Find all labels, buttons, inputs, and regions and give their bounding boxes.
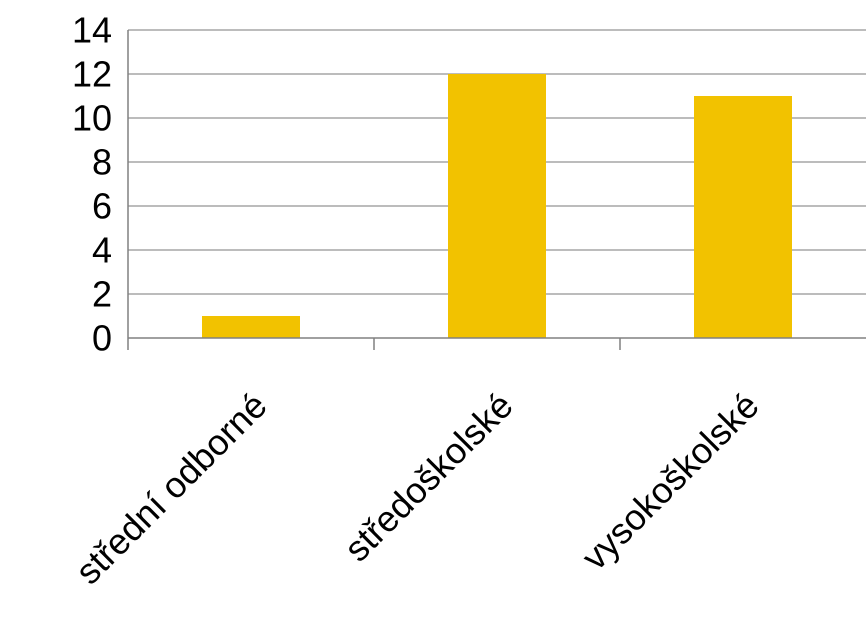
- x-tick-label: střední odborné: [67, 385, 274, 592]
- axes: [127, 30, 866, 350]
- bar: [694, 96, 792, 338]
- y-tick-label: 0: [92, 318, 112, 359]
- y-tick-label: 6: [92, 186, 112, 227]
- y-tick-label: 2: [92, 274, 112, 315]
- y-tick-label: 8: [92, 142, 112, 183]
- x-tick-labels: střední odborné středoškolské vysokoškolsk…: [67, 385, 766, 592]
- x-tick-label: vysokoškolské: [574, 385, 767, 578]
- bar: [202, 316, 300, 338]
- y-tick-label: 4: [92, 230, 112, 271]
- x-tick-label: středoškolské: [336, 385, 521, 570]
- bars: [202, 74, 792, 338]
- y-tick-label: 14: [72, 10, 112, 51]
- y-tick-label: 12: [72, 54, 112, 95]
- y-tick-label: 10: [72, 98, 112, 139]
- bar: [448, 74, 546, 338]
